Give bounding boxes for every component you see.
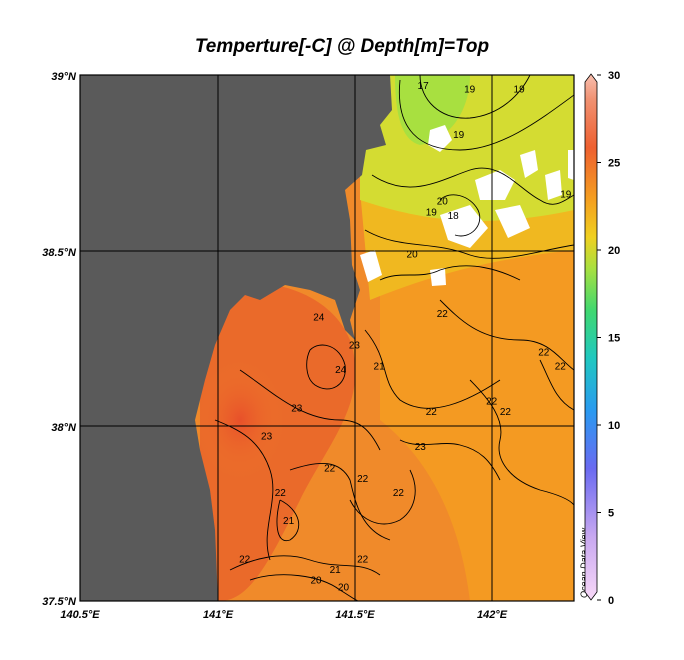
colorbar-label: 5 bbox=[608, 508, 614, 520]
lat-label-38: 38°N bbox=[51, 422, 77, 434]
contour-label: 19 bbox=[514, 85, 526, 96]
contour-label: 22 bbox=[426, 407, 438, 418]
contour-label: 24 bbox=[313, 313, 325, 324]
contour-label: 23 bbox=[349, 341, 361, 352]
lat-label-39: 39°N bbox=[51, 71, 77, 83]
ocean-cold-patch bbox=[395, 75, 470, 145]
contour-label: 22 bbox=[500, 407, 512, 418]
lat-label-37-5: 37.5°N bbox=[42, 596, 77, 608]
colorbar-label: 20 bbox=[608, 245, 620, 257]
lat-label-38-5: 38.5°N bbox=[42, 247, 77, 259]
contour-label: 22 bbox=[538, 348, 550, 359]
lon-label-141: 141°E bbox=[203, 609, 234, 621]
contour-lines bbox=[214, 75, 574, 601]
contour-label: 19 bbox=[453, 130, 465, 141]
contour-label: 22 bbox=[357, 474, 369, 485]
graticule bbox=[80, 75, 574, 601]
colorbar-label: 15 bbox=[608, 333, 620, 345]
colorbar-label: 25 bbox=[608, 158, 620, 170]
contour-label: 21 bbox=[374, 362, 386, 373]
ocean-mid-band bbox=[380, 240, 574, 601]
map-field bbox=[80, 75, 574, 601]
contour-label: 20 bbox=[407, 249, 419, 260]
plot-frame bbox=[79, 74, 575, 602]
contour-label: 22 bbox=[486, 397, 498, 408]
credit-text: Ocean Data View bbox=[579, 528, 589, 598]
colorbar-label: 30 bbox=[608, 70, 620, 82]
contour-label: 19 bbox=[560, 190, 572, 201]
lon-label-142: 142°E bbox=[477, 609, 508, 621]
contour-label: 22 bbox=[275, 488, 287, 499]
contour-label: 23 bbox=[415, 442, 427, 453]
contour-label: 23 bbox=[291, 404, 303, 415]
lon-label-140-5: 140.5°E bbox=[60, 609, 100, 621]
contour-label: 19 bbox=[464, 85, 476, 96]
contour-label: 22 bbox=[555, 362, 567, 373]
land-mass bbox=[80, 75, 392, 601]
colorbar-label: 0 bbox=[608, 595, 614, 607]
contour-label: 20 bbox=[437, 197, 449, 208]
contour-label: 22 bbox=[437, 309, 449, 320]
contour-label: 24 bbox=[335, 365, 347, 376]
ocean-hotspot bbox=[195, 360, 285, 480]
colorbar: 30 25 20 15 10 5 0 bbox=[584, 70, 620, 607]
contour-label: 18 bbox=[448, 211, 460, 222]
contour-label: 23 bbox=[261, 432, 273, 443]
contour-label: 21 bbox=[283, 516, 295, 527]
contour-label: 22 bbox=[324, 463, 336, 474]
contour-label: 19 bbox=[426, 207, 438, 218]
contour-label: 22 bbox=[239, 554, 251, 565]
contour-label: 20 bbox=[338, 583, 350, 594]
colorbar-label: 10 bbox=[608, 420, 620, 432]
contour-label: 20 bbox=[310, 576, 322, 587]
chart-title: Temperture[-C] @ Depth[m]=Top bbox=[194, 36, 490, 57]
contour-label: 21 bbox=[330, 565, 342, 576]
colorbar-bar bbox=[584, 73, 598, 601]
contour-label: 22 bbox=[393, 488, 405, 499]
colorbar-ticks: 30 25 20 15 10 5 0 bbox=[597, 70, 620, 607]
lon-label-141-5: 141.5°E bbox=[335, 609, 375, 621]
contour-label: 17 bbox=[418, 81, 430, 92]
contour-label: 22 bbox=[357, 554, 369, 565]
